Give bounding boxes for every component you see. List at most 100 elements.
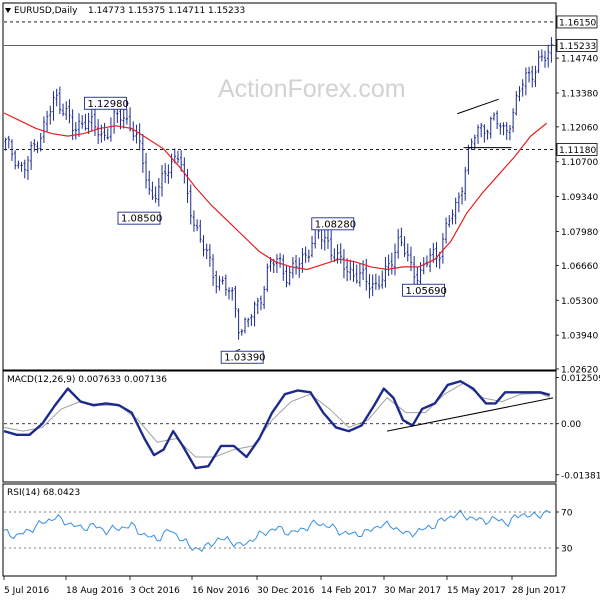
candle xyxy=(550,37,553,63)
candle xyxy=(202,235,205,257)
candle xyxy=(454,197,457,225)
candle xyxy=(234,285,237,318)
candle xyxy=(221,276,224,285)
candle xyxy=(7,135,10,149)
candle xyxy=(495,110,499,129)
macd-y-tick-label: -0.013813 xyxy=(561,471,600,481)
candle xyxy=(294,254,298,275)
candle xyxy=(282,254,285,281)
candle xyxy=(377,275,381,290)
candle xyxy=(4,137,7,151)
price-y-tick-label: 1.09340 xyxy=(561,193,598,203)
candle xyxy=(163,163,167,184)
candle xyxy=(396,228,400,259)
candle xyxy=(259,295,263,311)
macd-trend-line xyxy=(386,397,554,432)
candle xyxy=(205,243,208,260)
candle xyxy=(167,164,170,184)
price-y-tick-label: 1.14740 xyxy=(561,55,598,65)
candle xyxy=(275,254,279,273)
x-tick-label: 14 Feb 2017 xyxy=(321,586,377,596)
candle xyxy=(329,230,333,261)
price-y-tick-label: 1.07980 xyxy=(561,228,598,238)
candle xyxy=(428,248,432,273)
annotation-box xyxy=(117,211,161,225)
annotation-label: 1.12980 xyxy=(87,99,128,110)
candle xyxy=(52,91,55,121)
candle xyxy=(20,161,23,172)
header-symbol: EURUSD,Daily xyxy=(14,6,78,16)
candle xyxy=(128,107,132,132)
price-line-badge-label: 1.15233 xyxy=(559,42,596,52)
candle xyxy=(243,317,247,334)
candle xyxy=(451,209,454,225)
x-tick-label: 3 Oct 2016 xyxy=(130,586,180,596)
x-tick-label: 18 Aug 2016 xyxy=(66,586,124,596)
macd-line xyxy=(3,380,551,470)
candle xyxy=(406,243,409,262)
candle xyxy=(502,122,505,136)
candle xyxy=(84,113,87,131)
candle xyxy=(246,317,250,328)
candle xyxy=(192,210,196,232)
rsi-line xyxy=(3,509,551,553)
candle xyxy=(307,249,311,263)
x-tick-label: 16 Nov 2016 xyxy=(192,586,250,596)
price-y-tick-label: 1.03940 xyxy=(561,332,598,342)
candle xyxy=(361,260,365,281)
candle xyxy=(106,128,109,140)
candle xyxy=(358,263,362,287)
candle xyxy=(444,217,448,244)
candle xyxy=(390,252,394,275)
price-y-tick-label: 1.12060 xyxy=(561,123,598,133)
price-panel-frame xyxy=(2,2,557,371)
annotation-box xyxy=(220,350,264,364)
candle xyxy=(218,275,221,291)
candle xyxy=(256,297,259,315)
candle xyxy=(492,112,496,121)
rsi-y-tick-label: 70 xyxy=(561,509,573,519)
candle xyxy=(381,270,384,289)
candle xyxy=(323,229,326,251)
macd-y-tick-label: 0.00 xyxy=(561,420,581,430)
annotation-box xyxy=(402,283,446,297)
candle xyxy=(342,249,346,279)
x-tick-label: 15 May 2017 xyxy=(447,586,506,596)
candle xyxy=(36,141,39,153)
price-y-tick-label: 1.13380 xyxy=(561,90,598,100)
candle xyxy=(534,65,537,88)
candle xyxy=(355,264,358,284)
x-tick-label: 5 Jul 2016 xyxy=(4,586,49,596)
candle xyxy=(77,113,81,137)
annotation: 1.08280 xyxy=(311,217,356,230)
macd-y-tick-label: 0.012509 xyxy=(561,374,600,384)
candle xyxy=(74,121,78,140)
candle xyxy=(189,184,192,225)
candle xyxy=(154,186,157,203)
annotation-label: 1.05690 xyxy=(406,286,447,297)
candle xyxy=(81,115,84,129)
candle xyxy=(58,86,62,115)
candle xyxy=(374,273,378,290)
candle xyxy=(339,243,342,264)
candle xyxy=(65,101,68,120)
candle xyxy=(511,108,515,133)
candle xyxy=(87,112,90,135)
price-line-badge-label: 1.16150 xyxy=(559,18,596,28)
candle xyxy=(176,150,180,164)
candle xyxy=(476,124,480,144)
candle xyxy=(505,121,508,140)
price-y-tick-label: 1.06660 xyxy=(561,262,598,272)
candle xyxy=(483,124,486,143)
candle xyxy=(262,285,266,310)
candle xyxy=(521,79,524,97)
annotation-label: 1.08500 xyxy=(121,214,162,225)
macd-title: MACD(12,26,9) 0.007633 0.007136 xyxy=(7,375,167,385)
price-y-tick-label: 1.10700 xyxy=(561,158,598,168)
candle xyxy=(231,287,234,301)
candle xyxy=(45,110,49,133)
candle xyxy=(518,86,521,102)
candle xyxy=(393,243,397,276)
